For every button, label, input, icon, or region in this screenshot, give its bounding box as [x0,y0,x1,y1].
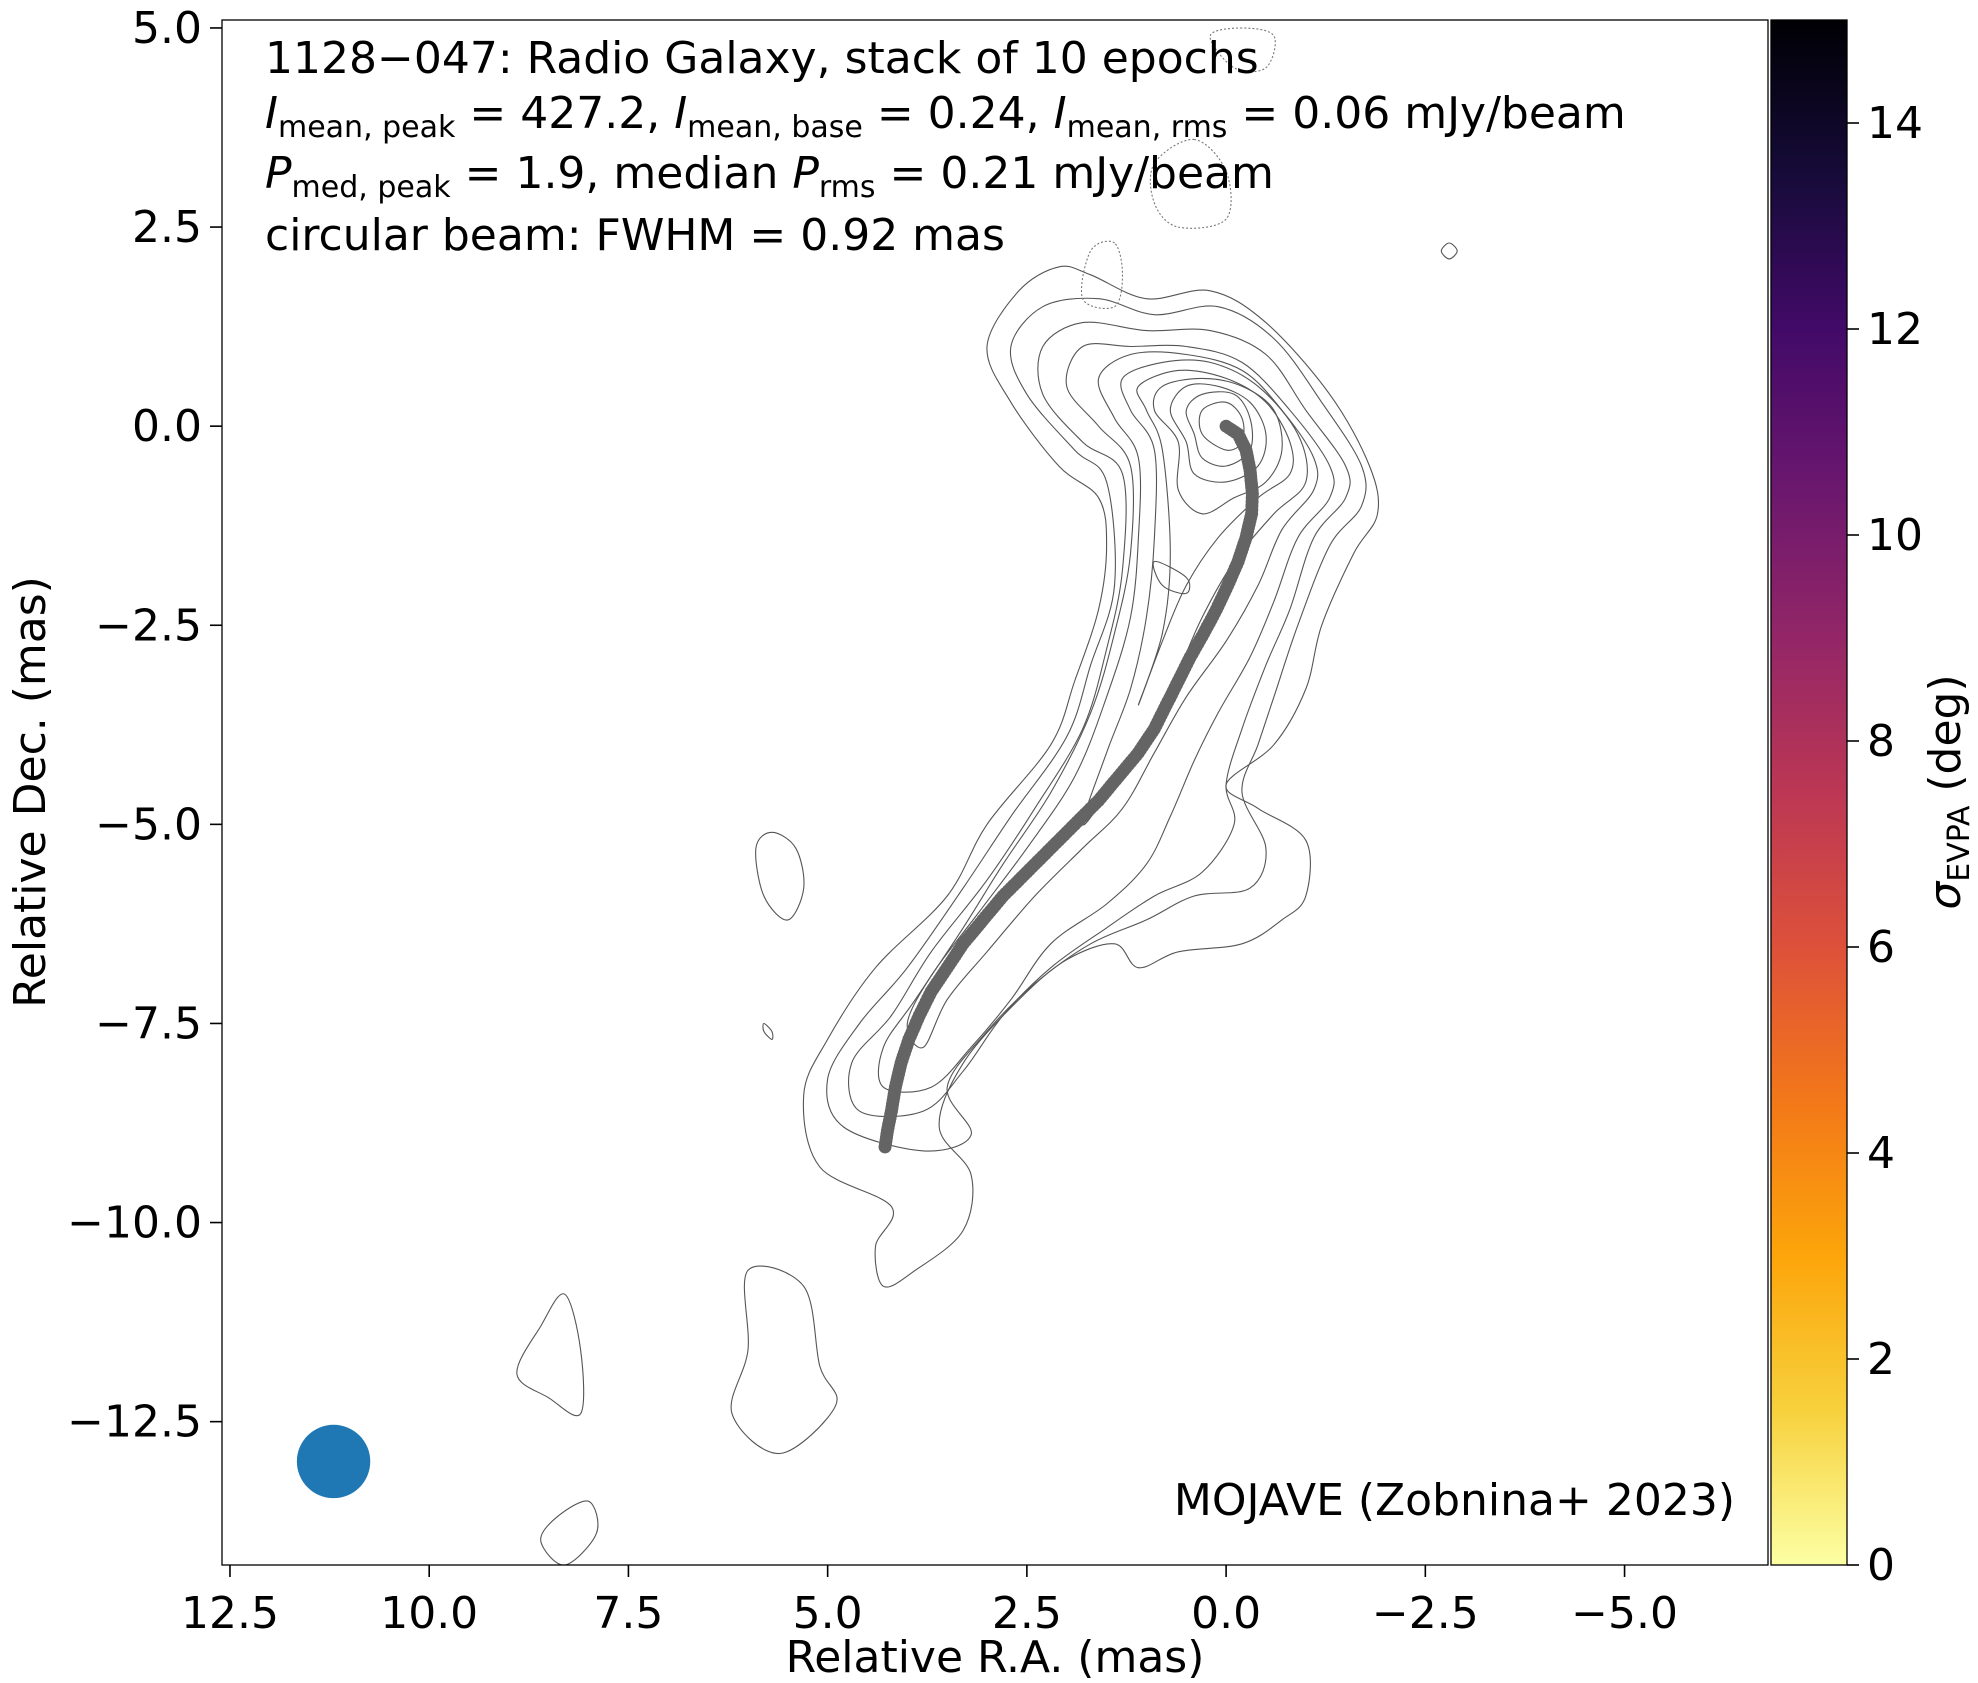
colorbar-tick-label: 10 [1867,510,1923,561]
plot-frame [221,19,1769,1566]
colorbar [1770,19,1848,1566]
y-tick-label: −12.5 [67,1397,202,1448]
colorbar-tick-label: 6 [1867,922,1895,973]
contour-line [1152,560,1191,595]
y-tick-label: 2.5 [132,202,202,253]
plot-area [222,20,1768,1565]
colorbar-tick-label: 8 [1867,716,1895,767]
x-tick-label: 0.0 [1191,1588,1261,1639]
contour-line [802,265,1380,1288]
negative-contour-line [1149,138,1232,229]
x-tick-label: 2.5 [992,1588,1062,1639]
y-tick-label: −5.0 [95,799,202,850]
x-axis-label: Relative R.A. (mas) [786,1632,1205,1683]
x-tick-label: 12.5 [181,1588,279,1639]
y-axis-ticks: 5.0 2.5 0.0 −2.5 −5.0 −7.5 −10.0 −12.5 [67,3,222,1448]
beam-ellipse [296,1424,371,1499]
negative-contour-line [1080,240,1124,309]
y-tick-label: 5.0 [132,3,202,54]
negative-contour-line [1209,27,1276,73]
contour-line [730,1265,838,1455]
colorbar-tick-label: 14 [1867,98,1923,149]
title-line-3: Pmed, peak = 1.9, median Prms = 0.21 mJy… [265,148,1274,205]
credit-text: MOJAVE (Zobnina+ 2023) [1174,1475,1735,1526]
contour-line [1152,377,1283,515]
contour-line [877,343,1335,1093]
x-tick-label: −2.5 [1372,1588,1479,1639]
title-line-4: circular beam: FWHM = 0.92 mas [265,210,1005,261]
contour-line [1082,359,1308,826]
y-axis-label: Relative Dec. (mas) [5,576,56,1008]
beam-layer [296,1424,371,1499]
colorbar-label: σEVPA (deg) [1920,674,1977,909]
y-tick-label: −10.0 [67,1198,202,1249]
contour-line [1169,383,1267,483]
x-tick-label: 5.0 [793,1588,863,1639]
colorbar-tick-label: 0 [1867,1540,1895,1591]
colorbar-tick-label: 12 [1867,304,1923,355]
colorbar-tick-label: 4 [1867,1128,1895,1179]
contour-line [540,1500,599,1565]
contour-line [1198,401,1245,451]
contour-line [1185,391,1254,467]
y-tick-label: −7.5 [95,998,202,1049]
contour-line [516,1293,585,1417]
y-tick-label: 0.0 [132,401,202,452]
colorbar-ticks: 0 2 4 6 8 10 12 14 [1847,98,1923,1591]
contour-layer [516,27,1458,1565]
y-tick-label: −2.5 [95,600,202,651]
contour-line [1440,242,1458,260]
title-line-2: Imean, peak = 427.2, Imean, base = 0.24,… [265,88,1626,145]
x-axis-ticks: 12.5 10.0 7.5 5.0 2.5 0.0 −2.5 −5.0 [181,1565,1678,1639]
x-tick-label: −5.0 [1571,1588,1678,1639]
contour-line [848,321,1351,1118]
contour-line [826,297,1367,1152]
contour-line [1136,369,1294,706]
contour-line [762,1022,774,1040]
x-tick-label: 10.0 [380,1588,478,1639]
colorbar-tick-label: 2 [1867,1334,1895,1385]
contour-line [906,351,1319,1049]
title-line-1: 1128−047: Radio Galaxy, stack of 10 epoc… [265,33,1259,84]
x-tick-label: 7.5 [593,1588,663,1639]
contour-line [755,831,805,921]
ridgeline-point [878,1140,892,1154]
ridgeline-layer [878,419,1259,1154]
